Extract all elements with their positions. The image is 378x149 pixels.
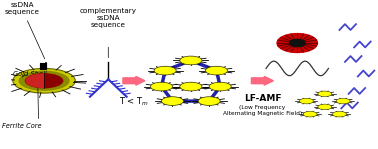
Circle shape: [198, 97, 220, 105]
Circle shape: [13, 68, 75, 93]
Circle shape: [25, 73, 64, 88]
Circle shape: [209, 82, 231, 91]
Circle shape: [161, 97, 183, 105]
Circle shape: [299, 98, 313, 104]
Circle shape: [19, 71, 70, 91]
Circle shape: [180, 82, 202, 91]
Text: T < T$_m$: T < T$_m$: [119, 95, 149, 108]
Circle shape: [303, 111, 317, 117]
Circle shape: [318, 91, 332, 97]
Text: complementary
ssDNA
sequence: complementary ssDNA sequence: [80, 8, 137, 28]
Circle shape: [180, 56, 202, 65]
Text: LF-AMF: LF-AMF: [244, 94, 281, 103]
Text: ssDNA
sequence: ssDNA sequence: [5, 2, 45, 59]
Wedge shape: [25, 73, 44, 88]
Text: (Low Frequency
Alternating Magnetic Field): (Low Frequency Alternating Magnetic Fiel…: [223, 105, 302, 116]
Polygon shape: [277, 34, 318, 52]
Circle shape: [318, 104, 332, 110]
Circle shape: [154, 66, 176, 75]
FancyArrow shape: [251, 76, 273, 85]
Circle shape: [206, 66, 228, 75]
Polygon shape: [290, 39, 305, 47]
Text: Gold Shell: Gold Shell: [13, 70, 46, 76]
FancyArrow shape: [123, 76, 145, 85]
Circle shape: [150, 82, 172, 91]
Text: Ferrite Core: Ferrite Core: [2, 123, 42, 129]
Circle shape: [336, 98, 350, 104]
Circle shape: [333, 111, 347, 117]
